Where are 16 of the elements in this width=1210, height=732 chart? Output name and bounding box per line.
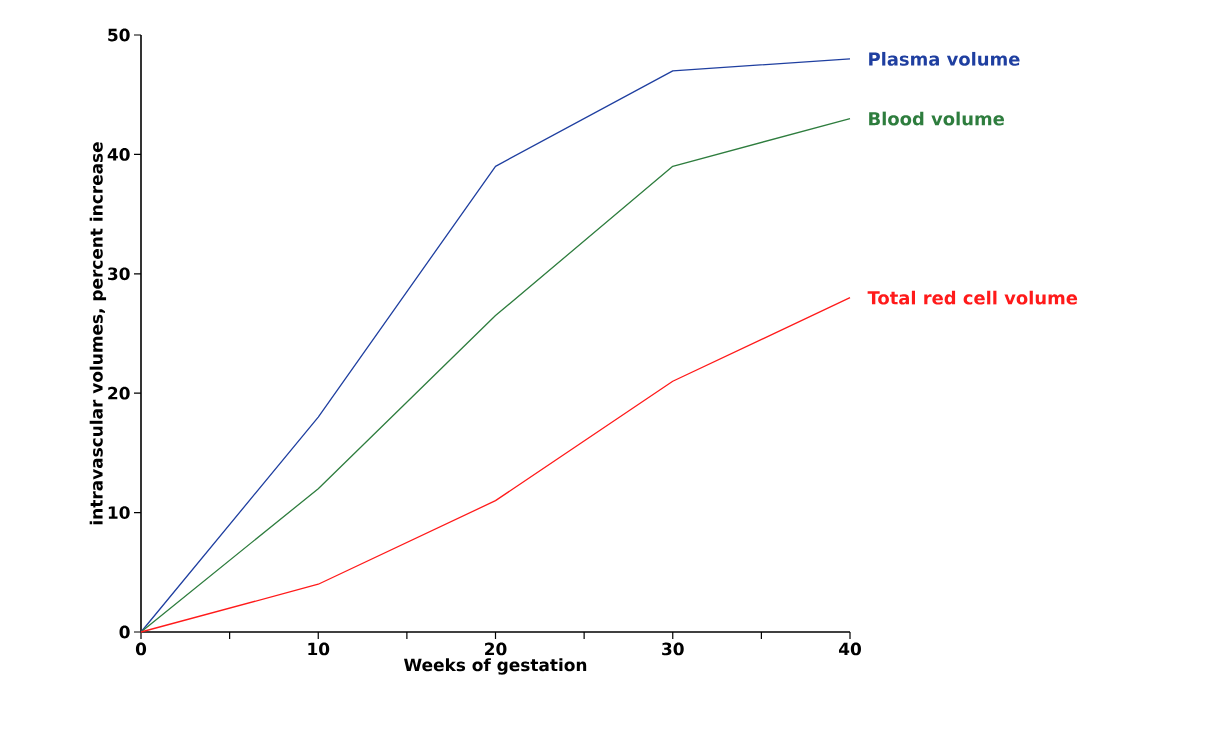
x-tick-label: 10 (308, 642, 330, 656)
series-label: Blood volume (869, 111, 1004, 126)
x-tick-label: 30 (662, 642, 684, 656)
y-tick-label: 0 (119, 625, 130, 639)
y-tick-label: 40 (107, 147, 130, 161)
y-tick-label: 30 (108, 267, 130, 281)
y-tick-label: 20 (108, 386, 130, 400)
y-tick-label: 50 (108, 28, 130, 42)
series-label: Total red cell volume (867, 290, 1078, 305)
y-tick-label: 10 (108, 506, 130, 519)
x-tick-label: 0 (135, 642, 147, 656)
y-axis-title: intravascular volumes, percent increase (89, 142, 107, 525)
x-tick-label: 40 (838, 642, 861, 656)
series-label: Plasma volume (869, 51, 1020, 66)
x-axis-title: Weeks of gestation (404, 658, 587, 675)
x-tick-label: 20 (485, 642, 507, 656)
